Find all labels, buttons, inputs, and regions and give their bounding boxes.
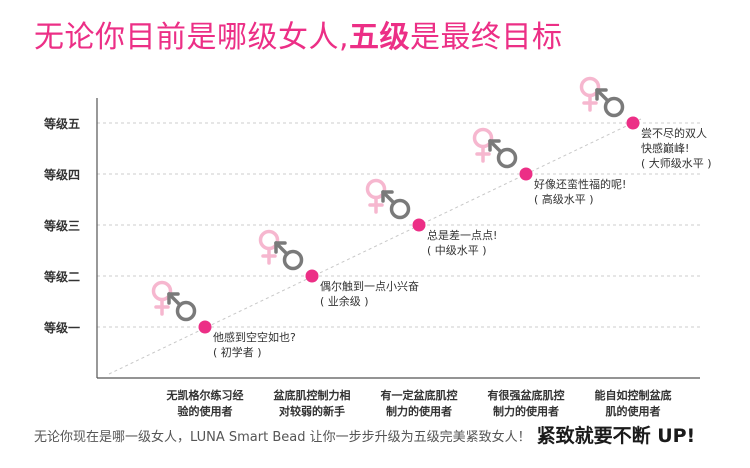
x-tick-label: 能自如控制盆底	[595, 388, 672, 402]
male-symbol-icon	[274, 241, 304, 271]
point-annotation: 尝不尽的双人	[641, 126, 707, 140]
point-annotation: ( 中级水平 )	[427, 244, 487, 257]
data-point	[412, 218, 426, 232]
headline-part1: 无论你目前是哪级女人,	[34, 20, 350, 55]
female-symbol-icon	[579, 76, 601, 112]
x-tick-label: 盆底肌控制力相	[273, 388, 351, 402]
point-annotation: ( 业余级 )	[320, 294, 369, 308]
headline: 无论你目前是哪级女人,五级是最终目标	[34, 18, 563, 58]
point-annotation: 偶尔触到一点小兴奋	[320, 279, 419, 293]
x-tick-label: 对较弱的新手	[279, 404, 345, 418]
female-symbol-icon	[365, 178, 387, 214]
y-tick-label: 等级三	[43, 218, 80, 233]
y-tick-label: 等级一	[43, 320, 80, 335]
x-tick-label: 制力的使用者	[386, 404, 452, 418]
x-tick-label: 有很强盆底肌控	[488, 388, 565, 402]
x-tick-label: 肌的使用者	[605, 404, 661, 418]
trend-line	[108, 118, 642, 375]
data-point	[198, 320, 212, 334]
footer-slogan: 紧致就要不断 UP!	[536, 425, 696, 447]
point-annotation: 总是差一点点!	[427, 228, 497, 242]
data-point	[626, 116, 640, 130]
data-point	[305, 269, 319, 283]
footer-text: 无论你现在是哪一级女人，LUNA Smart Bead 让你一步步升级为五级完美…	[34, 430, 531, 445]
y-tick-label: 等级五	[43, 116, 80, 131]
headline-part3: 是最终目标	[410, 20, 563, 55]
point-annotation: 快感巅峰!	[641, 142, 689, 155]
x-tick-label: 验的使用者	[178, 404, 233, 418]
point-annotation: ( 高级水平 )	[534, 192, 594, 206]
y-tick-label: 等级四	[43, 167, 80, 182]
x-tick-label: 无凯格尔练习经	[166, 388, 244, 402]
headline-emphasis: 五级	[349, 20, 411, 55]
point-annotation: 他感到空空如也?	[213, 330, 296, 344]
female-symbol-icon	[258, 229, 280, 265]
x-tick-label: 有一定盆底肌控	[381, 388, 458, 402]
male-symbol-icon	[488, 139, 518, 169]
male-symbol-icon	[167, 292, 197, 322]
female-symbol-icon	[472, 127, 494, 163]
point-annotation: 好像还蛮性福的呢!	[534, 177, 626, 191]
male-symbol-icon	[595, 88, 625, 118]
footer: 无论你现在是哪一级女人，LUNA Smart Bead 让你一步步升级为五级完美…	[34, 425, 695, 449]
point-annotation: ( 大师级水平 )	[641, 156, 712, 170]
x-tick-label: 制力的使用者	[493, 404, 559, 418]
female-symbol-icon	[151, 280, 173, 316]
point-annotation: ( 初学者 )	[213, 345, 262, 359]
male-symbol-icon	[381, 190, 411, 220]
data-point	[519, 167, 533, 181]
y-tick-label: 等级二	[43, 269, 80, 284]
